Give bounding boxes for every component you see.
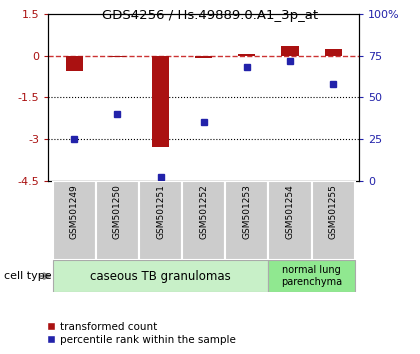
Text: GSM501251: GSM501251 [156,184,165,239]
Bar [268,260,355,292]
Bar [268,181,312,260]
Bar [52,181,96,260]
Text: cell type: cell type [4,271,52,281]
Text: GSM501253: GSM501253 [242,184,251,239]
Bar [225,181,268,260]
Text: GSM501249: GSM501249 [70,184,79,239]
Bar [281,46,299,56]
Text: GSM501254: GSM501254 [286,184,294,239]
Text: GSM501252: GSM501252 [199,184,208,239]
Bar [139,181,182,260]
Bar [152,56,169,147]
Text: GDS4256 / Hs.49889.0.A1_3p_at: GDS4256 / Hs.49889.0.A1_3p_at [102,9,318,22]
Bar [109,56,126,57]
Bar [325,49,342,56]
Bar [238,54,255,56]
Bar [182,181,225,260]
Bar [96,181,139,260]
Text: normal lung
parenchyma: normal lung parenchyma [281,265,342,287]
Bar [66,56,83,71]
Bar [312,181,355,260]
Text: GSM501250: GSM501250 [113,184,122,239]
Bar [52,260,268,292]
Text: caseous TB granulomas: caseous TB granulomas [90,270,231,282]
Bar [195,56,213,58]
Text: GSM501255: GSM501255 [329,184,338,239]
Legend: transformed count, percentile rank within the sample: transformed count, percentile rank withi… [43,317,240,349]
